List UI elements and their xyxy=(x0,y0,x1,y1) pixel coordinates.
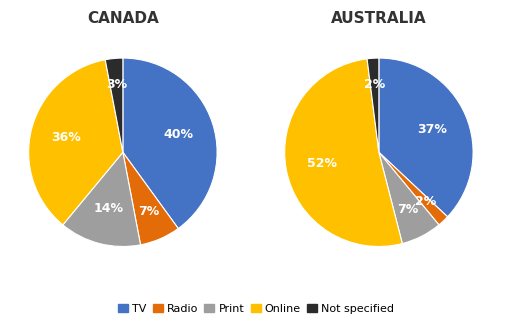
Text: 14%: 14% xyxy=(93,202,123,215)
Wedge shape xyxy=(285,59,402,247)
Text: 52%: 52% xyxy=(307,157,336,170)
Title: AUSTRALIA: AUSTRALIA xyxy=(331,11,426,27)
Text: 2%: 2% xyxy=(415,195,436,208)
Wedge shape xyxy=(123,152,178,245)
Text: 40%: 40% xyxy=(163,128,194,141)
Text: 7%: 7% xyxy=(397,203,419,216)
Legend: TV, Radio, Print, Online, Not specified: TV, Radio, Print, Online, Not specified xyxy=(113,299,399,318)
Text: 36%: 36% xyxy=(51,131,81,144)
Wedge shape xyxy=(379,152,439,244)
Wedge shape xyxy=(379,58,473,217)
Text: 7%: 7% xyxy=(138,204,159,218)
Wedge shape xyxy=(63,152,140,247)
Wedge shape xyxy=(367,58,379,152)
Wedge shape xyxy=(123,58,217,228)
Text: 2%: 2% xyxy=(364,78,385,91)
Wedge shape xyxy=(379,152,447,225)
Wedge shape xyxy=(105,58,123,152)
Wedge shape xyxy=(29,60,123,225)
Text: 3%: 3% xyxy=(106,78,127,91)
Text: 37%: 37% xyxy=(418,122,447,135)
Title: CANADA: CANADA xyxy=(87,11,159,27)
